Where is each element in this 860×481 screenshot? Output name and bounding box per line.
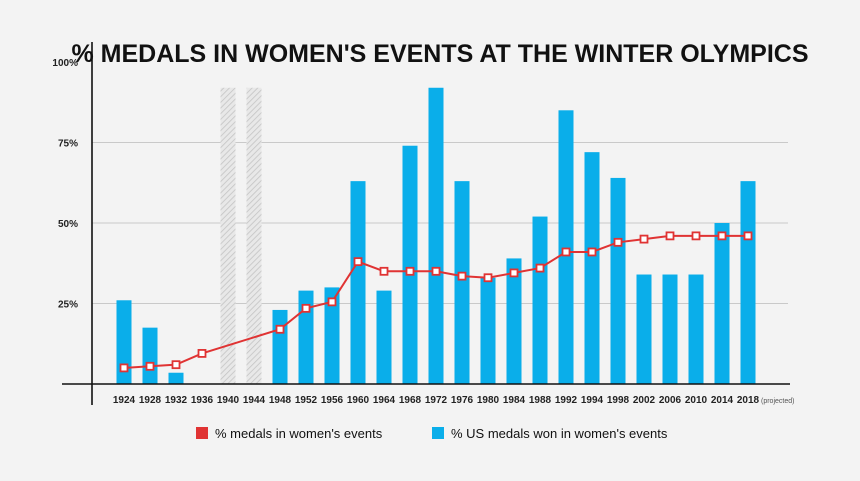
line-point (665, 231, 675, 241)
legend-label: % US medals won in women's events (451, 426, 668, 441)
x-tick-label: 1940 (217, 395, 240, 406)
x-tick-label: 1956 (321, 395, 344, 406)
x-tick-label: 1988 (529, 395, 552, 406)
y-tick-label: 25% (58, 300, 78, 311)
line-point (275, 324, 285, 334)
bar (324, 287, 340, 384)
bar (610, 177, 626, 384)
bar (480, 277, 496, 384)
x-tick-label: 1952 (295, 395, 318, 406)
bar (376, 290, 392, 384)
line-point (587, 247, 597, 257)
bar (506, 258, 522, 384)
line-point (405, 266, 415, 276)
y-tick-label: 100% (52, 58, 78, 69)
line-point (171, 360, 181, 370)
line-series (119, 231, 753, 373)
legend: % medals in women's events % US medals wo… (196, 426, 668, 441)
bar (142, 327, 158, 384)
x-tick-label: 1964 (373, 395, 396, 406)
x-tick-label: 1960 (347, 395, 370, 406)
x-tick-label: 2006 (659, 395, 682, 406)
projected-note: (projected) (761, 398, 794, 405)
bar (714, 223, 730, 384)
axis-layer (62, 42, 790, 405)
line-point (145, 361, 155, 371)
label-layer: 100% 75% 50% 25% 1924 1928 1932 1936 1940 1944 194… (52, 58, 794, 406)
bar (740, 181, 756, 384)
legend-item-line: % medals in women's events (196, 426, 383, 441)
line-point (379, 266, 389, 276)
bar (558, 110, 574, 385)
line-point (613, 237, 623, 247)
legend-swatch (196, 427, 208, 439)
x-tick-label: 1994 (581, 395, 604, 406)
x-tick-label: 1924 (113, 395, 136, 406)
line-point (639, 234, 649, 244)
x-tick-label: 1936 (191, 395, 214, 406)
bar (636, 274, 652, 384)
bar (584, 152, 600, 384)
line-point (353, 257, 363, 267)
line-point (197, 349, 207, 358)
line-point (301, 303, 311, 313)
x-tick-label: 1968 (399, 395, 422, 406)
line-point (743, 231, 753, 241)
line-point (483, 273, 493, 283)
line-point (327, 297, 337, 307)
line-point (561, 247, 571, 257)
bar (350, 181, 366, 384)
bar (688, 274, 704, 384)
legend-swatch (432, 427, 444, 439)
chart-title: % MEDALS IN WOMEN'S EVENTS AT THE WINTER… (72, 40, 809, 68)
bar (116, 300, 132, 384)
line-point (509, 268, 519, 278)
x-tick-label: 2018 (737, 395, 760, 406)
x-tick-label: 1992 (555, 395, 578, 406)
bar (454, 181, 470, 384)
line-point (457, 271, 467, 281)
legend-item-bar: % US medals won in women's events (432, 426, 668, 441)
legend-label: % medals in women's events (215, 426, 383, 441)
line-point (691, 231, 701, 241)
bar (272, 309, 288, 384)
cancelled-games-layer (220, 87, 262, 384)
x-tick-label: 1972 (425, 395, 448, 406)
x-tick-label: 1948 (269, 395, 292, 406)
line-point (717, 231, 727, 241)
x-tick-label: 1998 (607, 395, 630, 406)
bar (662, 274, 678, 384)
line-point (535, 263, 545, 273)
y-tick-label: 75% (58, 139, 78, 150)
line-point (431, 266, 441, 276)
bar (168, 372, 184, 384)
x-tick-label: 1928 (139, 395, 162, 406)
bar (298, 290, 314, 384)
bar-series (116, 87, 756, 385)
x-tick-label: 2014 (711, 395, 734, 406)
x-tick-label: 1944 (243, 395, 266, 406)
x-tick-label: 1976 (451, 395, 474, 406)
bar (402, 145, 418, 384)
x-tick-label: 2002 (633, 395, 656, 406)
x-tick-label: 1980 (477, 395, 500, 406)
x-tick-label: 1932 (165, 395, 188, 406)
line-point (119, 363, 129, 373)
cancelled-games-bar (220, 87, 236, 384)
bar (428, 87, 444, 384)
y-tick-label: 50% (58, 219, 78, 230)
x-tick-label: 2010 (685, 395, 708, 406)
x-tick-label: 1984 (503, 395, 526, 406)
cancelled-games-bar (246, 87, 262, 384)
bar (532, 216, 548, 384)
